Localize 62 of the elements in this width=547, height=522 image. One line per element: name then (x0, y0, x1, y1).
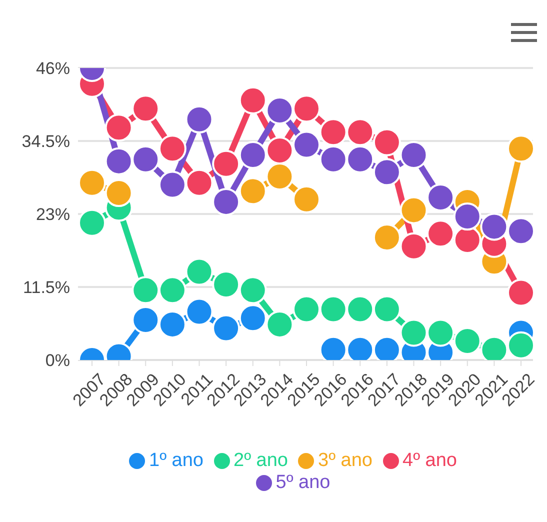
point (507, 134, 535, 163)
legend-label: 2º ano (234, 450, 288, 471)
point (292, 295, 320, 324)
point (212, 314, 240, 342)
point (185, 258, 214, 286)
point (132, 94, 160, 123)
y-tick-label: 0% (45, 351, 70, 370)
point (238, 86, 267, 114)
point (372, 158, 401, 186)
legend-label: 4º ano (402, 450, 457, 471)
point (426, 318, 455, 347)
point (372, 128, 401, 156)
point (132, 276, 160, 304)
point (185, 168, 214, 197)
y-tick-label: 46% (36, 59, 70, 78)
point (346, 295, 374, 324)
point (292, 185, 320, 214)
legend-label: 5º ano (276, 472, 330, 493)
point (319, 295, 348, 324)
point (426, 220, 455, 248)
y-tick-label: 11.5% (23, 278, 70, 298)
point (400, 196, 428, 224)
point (212, 188, 240, 216)
point (292, 130, 320, 159)
point (104, 114, 133, 142)
point (507, 331, 535, 360)
point (400, 232, 428, 260)
point (185, 105, 214, 134)
point (132, 306, 160, 334)
point (238, 304, 267, 332)
point (400, 318, 428, 347)
point (158, 170, 186, 199)
point (132, 145, 160, 174)
point (158, 276, 186, 304)
point (426, 183, 455, 212)
legend-label: 3º ano (318, 450, 372, 471)
point (238, 140, 267, 169)
point (507, 278, 535, 307)
point (185, 298, 214, 326)
point (212, 150, 240, 178)
point (158, 134, 186, 163)
point (480, 212, 508, 241)
point (372, 295, 401, 324)
point (507, 217, 535, 246)
point (319, 145, 348, 174)
y-tick-label: 23% (36, 205, 70, 224)
point (266, 96, 294, 125)
point (78, 208, 106, 237)
point (453, 202, 482, 231)
legend-label: 1º ano (149, 450, 204, 471)
point (238, 177, 267, 206)
point (400, 140, 428, 169)
point (266, 310, 294, 338)
point (104, 179, 133, 208)
point (238, 276, 267, 304)
y-tick-label: 34.5% (22, 132, 70, 152)
point (319, 118, 348, 146)
point (78, 168, 106, 197)
point (292, 94, 320, 123)
point (104, 147, 133, 176)
point (346, 118, 374, 146)
point (346, 145, 374, 174)
